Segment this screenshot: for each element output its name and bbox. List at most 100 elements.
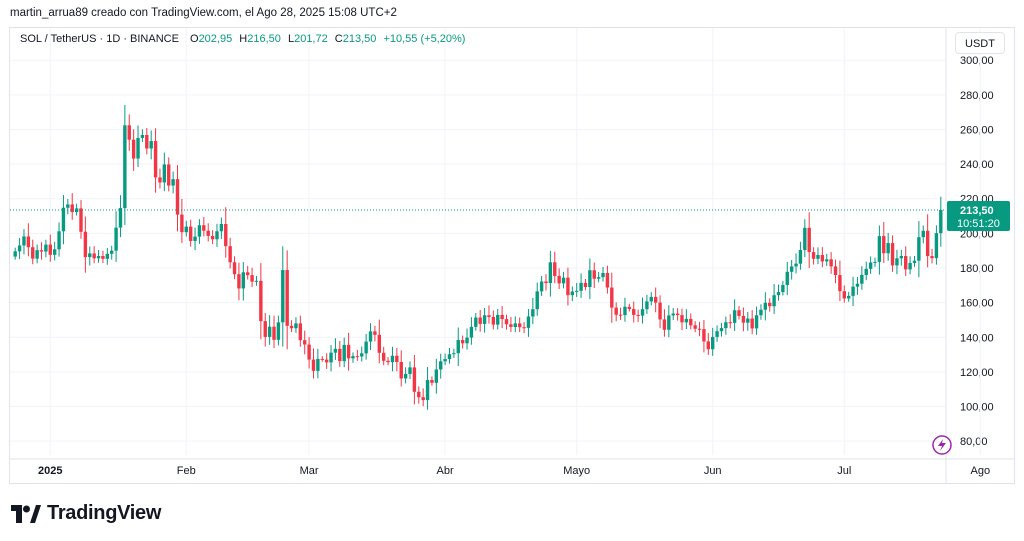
candle-body bbox=[873, 261, 877, 263]
candle-body bbox=[110, 250, 114, 254]
candle-body bbox=[272, 326, 276, 340]
candle-body bbox=[434, 369, 439, 383]
candle-body bbox=[52, 249, 57, 255]
candle-body bbox=[346, 344, 351, 359]
candle-body bbox=[254, 280, 259, 282]
candle-body bbox=[381, 352, 386, 361]
candle-body bbox=[934, 233, 939, 259]
candle-body bbox=[478, 317, 482, 324]
lightning-icon[interactable] bbox=[932, 435, 952, 455]
candle-body bbox=[838, 275, 842, 292]
candle-body bbox=[162, 164, 167, 183]
low-label: L bbox=[287, 33, 295, 45]
candle-body bbox=[583, 282, 588, 288]
candle-body bbox=[26, 236, 31, 248]
candle-body bbox=[728, 322, 732, 324]
y-tick-label: 100,00 bbox=[960, 402, 994, 414]
candle-body bbox=[35, 250, 39, 259]
candle-body bbox=[789, 266, 794, 272]
candle-body bbox=[364, 341, 368, 354]
x-tick-label: Abr bbox=[437, 465, 454, 477]
candle-body bbox=[798, 249, 803, 264]
candle-body bbox=[131, 139, 136, 159]
candle-body bbox=[566, 277, 570, 296]
candle-body bbox=[710, 336, 715, 350]
candle-body bbox=[83, 231, 88, 258]
candle-body bbox=[443, 359, 447, 362]
candle-body bbox=[886, 243, 890, 254]
candle-body bbox=[864, 268, 868, 275]
symbol-legend: SOL / TetherUS · 1D · BINANCE O202,95 H2… bbox=[20, 33, 465, 45]
candle-body bbox=[803, 227, 807, 250]
candle-body bbox=[70, 204, 74, 213]
candle-body bbox=[912, 260, 917, 263]
candle-body bbox=[403, 373, 408, 379]
candle-body bbox=[140, 135, 145, 138]
candle-body bbox=[430, 380, 434, 383]
candle-body bbox=[715, 331, 719, 337]
candle-body bbox=[465, 337, 469, 344]
candle-body bbox=[908, 262, 912, 270]
candle-body bbox=[921, 230, 925, 238]
candle-body bbox=[263, 321, 267, 337]
candle-body bbox=[640, 309, 645, 316]
candle-body bbox=[197, 225, 202, 237]
candle-body bbox=[754, 315, 759, 329]
currency-button[interactable]: USDT bbox=[955, 32, 1005, 54]
x-tick-label: Mayo bbox=[563, 465, 590, 477]
candle-body bbox=[925, 230, 930, 257]
candle-body bbox=[193, 236, 197, 241]
candle-body bbox=[360, 353, 364, 357]
candle-body bbox=[13, 251, 17, 257]
x-tick-label: 2025 bbox=[38, 465, 62, 477]
candle-body bbox=[719, 328, 724, 332]
candle-body bbox=[167, 164, 171, 186]
symbol-name[interactable]: SOL / TetherUS · 1D · BINANCE bbox=[20, 33, 179, 45]
candle-body bbox=[48, 244, 52, 255]
candle-body bbox=[491, 316, 496, 325]
chart-pane[interactable] bbox=[9, 27, 1015, 484]
candle-body bbox=[504, 319, 509, 325]
candle-body bbox=[680, 315, 684, 323]
candle-body bbox=[329, 352, 333, 363]
candle-body bbox=[320, 358, 324, 360]
candle-body bbox=[706, 341, 711, 350]
candle-body bbox=[425, 380, 430, 401]
brand-name: TradingView bbox=[47, 502, 162, 524]
candle-body bbox=[702, 329, 706, 342]
tradingview-logo: TradingView bbox=[11, 502, 161, 525]
candle-body bbox=[202, 225, 206, 231]
candle-body bbox=[890, 243, 895, 266]
candle-body bbox=[303, 340, 307, 345]
candle-body bbox=[215, 231, 219, 240]
candle-body bbox=[377, 334, 381, 353]
candle-body bbox=[210, 235, 215, 240]
y-tick-label: 200,00 bbox=[960, 228, 994, 240]
candle-body bbox=[833, 266, 838, 276]
candle-body bbox=[531, 309, 535, 317]
candle-body bbox=[684, 318, 689, 323]
candle-body bbox=[816, 255, 820, 259]
candle-body bbox=[741, 315, 746, 323]
tradingview-logo-icon bbox=[11, 504, 41, 523]
candle-body bbox=[171, 179, 175, 186]
candle-body bbox=[632, 309, 636, 315]
candle-body bbox=[206, 230, 210, 236]
candle-body bbox=[697, 328, 702, 330]
candle-body bbox=[588, 270, 592, 288]
candle-body bbox=[285, 270, 289, 326]
candle-body bbox=[136, 137, 140, 159]
candle-body bbox=[399, 362, 403, 379]
candle-body bbox=[184, 226, 188, 233]
candle-body bbox=[123, 125, 127, 209]
candle-body bbox=[417, 391, 421, 398]
candle-body bbox=[79, 208, 83, 232]
candle-body bbox=[877, 236, 882, 262]
candle-body bbox=[649, 296, 653, 302]
candle-body bbox=[671, 313, 675, 316]
candle-body bbox=[175, 179, 180, 215]
candle-body bbox=[601, 273, 605, 278]
candle-body bbox=[868, 262, 873, 269]
candle-body bbox=[820, 255, 825, 262]
